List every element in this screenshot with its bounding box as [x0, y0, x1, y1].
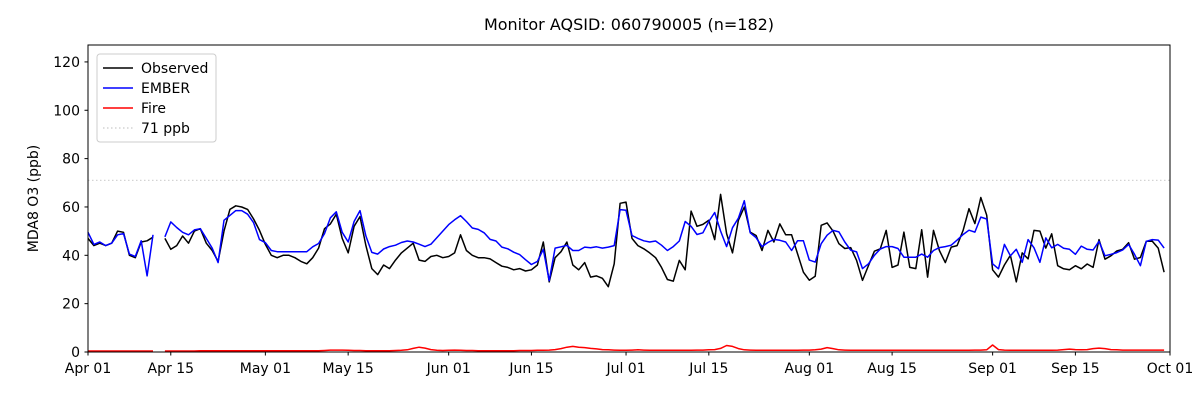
x-tick-label: Sep 15: [1051, 361, 1100, 377]
y-tick-label: 40: [62, 248, 80, 264]
x-tick-label: Sep 01: [968, 361, 1017, 377]
y-tick-label: 60: [62, 200, 80, 216]
y-tick-label: 20: [62, 297, 80, 313]
legend-box: [96, 53, 217, 143]
plot-border: [87, 44, 1171, 353]
x-tick-label: Aug 15: [867, 361, 917, 377]
x-tick-label: Oct 01: [1147, 361, 1193, 377]
y-tick-label: 0: [71, 345, 80, 361]
x-tick-label: May 15: [323, 361, 374, 377]
x-tick-label: Jul 01: [605, 361, 645, 377]
plot-area: [88, 45, 1170, 352]
series-line-observed: [87, 193, 1165, 288]
y-tick-label: 120: [53, 55, 80, 71]
legend-label-71-ppb: 71 ppb: [141, 121, 190, 137]
x-tick-label: Aug 01: [785, 361, 835, 377]
legend-label-observed: Observed: [141, 61, 208, 77]
y-tick-label: 100: [53, 103, 80, 119]
series-line-ember: [87, 199, 1165, 282]
legend-label-ember: EMBER: [141, 81, 190, 97]
x-tick-label: May 01: [240, 361, 291, 377]
y-axis-label: MDA8 O3 (ppb): [26, 145, 42, 253]
x-tick-label: Jun 15: [508, 361, 553, 377]
x-tick-label: Jun 01: [426, 361, 471, 377]
x-tick-label: Apr 15: [148, 361, 194, 377]
x-tick-label: Apr 01: [65, 361, 111, 377]
y-tick-label: 80: [62, 152, 80, 168]
chart-title: Monitor AQSID: 060790005 (n=182): [484, 15, 774, 34]
series-line-fire: [88, 344, 1165, 352]
x-tick-label: Jul 15: [688, 361, 728, 377]
legend-label-fire: Fire: [141, 101, 166, 117]
